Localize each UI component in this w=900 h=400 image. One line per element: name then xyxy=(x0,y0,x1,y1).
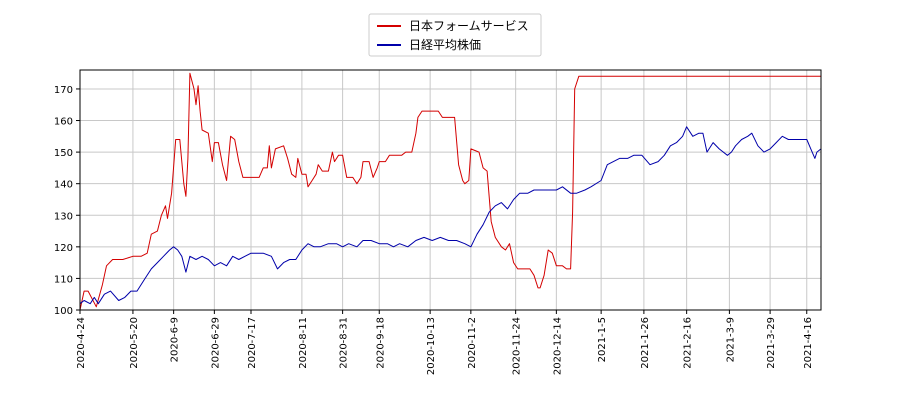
legend-box xyxy=(368,13,542,57)
x-tick-label: 2020-5-20 xyxy=(129,317,140,369)
x-tick-label: 2020-6-29 xyxy=(210,317,221,369)
x-tick-label: 2021-4-16 xyxy=(803,317,814,369)
x-tick-label: 2020-7-17 xyxy=(247,317,258,369)
x-tick-label: 2020-12-14 xyxy=(552,317,563,375)
x-tick-label: 2021-2-16 xyxy=(683,317,694,369)
y-tick-label: 130 xyxy=(54,211,73,222)
series-line-1 xyxy=(79,72,821,311)
y-tick-label: 140 xyxy=(54,180,73,191)
y-tick-label: 160 xyxy=(54,117,73,128)
x-tick-label: 2021-1-5 xyxy=(597,317,608,362)
x-tick-label: 2020-11-2 xyxy=(467,317,478,369)
series-line-2 xyxy=(79,126,822,305)
x-axis: 2020-4-24 2020-5-20 2020-6-9 2020-6-29 2020-… xyxy=(76,310,814,375)
x-tick-label: 2020-4-24 xyxy=(76,317,87,369)
y-tick-label: 170 xyxy=(54,85,73,96)
x-tick-label: 2021-3-9 xyxy=(725,317,736,362)
x-tick-label: 2021-3-29 xyxy=(766,317,777,369)
y-tick-label: 120 xyxy=(54,243,73,254)
x-tick-label: 2020-8-31 xyxy=(339,317,350,369)
legend-label: 日経平均株価 xyxy=(409,37,481,52)
y-axis: 100 110 120 130 140 150 160 170 xyxy=(54,85,80,317)
legend-label: 日本フォームサービス xyxy=(409,19,529,33)
y-tick-label: 100 xyxy=(54,306,73,317)
y-tick-label: 110 xyxy=(54,274,73,285)
x-tick-label: 2020-10-13 xyxy=(426,317,437,375)
x-tick-label: 2021-1-26 xyxy=(640,317,651,369)
x-tick-label: 2020-9-18 xyxy=(375,317,386,369)
x-tick-label: 2020-6-9 xyxy=(170,317,181,362)
series-group xyxy=(79,72,822,311)
x-tick-label: 2020-8-11 xyxy=(298,317,309,369)
plot-frame xyxy=(79,69,822,311)
y-tick-label: 150 xyxy=(54,148,73,159)
x-tick-label: 2020-11-24 xyxy=(512,317,523,375)
